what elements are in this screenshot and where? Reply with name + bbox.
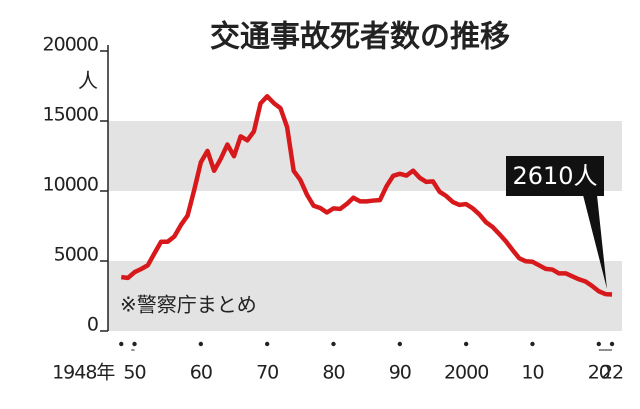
note: ※警察庁まとめ — [120, 293, 257, 317]
annotation-box — [506, 156, 604, 196]
x-tick — [331, 341, 336, 347]
data-line — [120, 94, 613, 297]
x-tick — [264, 341, 270, 347]
x-tick-label: 2000 — [444, 362, 488, 384]
x-tick — [132, 341, 137, 347]
x-tick-label: 10 — [521, 362, 543, 384]
y-tick-label: 0 — [87, 314, 98, 336]
x-tick — [119, 341, 124, 347]
y-tick-label: 15000 — [43, 104, 98, 126]
x-tick-label: 80 — [322, 362, 344, 384]
x-tick — [198, 341, 204, 347]
x-tick-label: 20 — [588, 362, 610, 384]
band — [108, 261, 622, 331]
x-tick — [596, 341, 601, 347]
annotation-pointer — [583, 195, 607, 289]
x-tick-label: 50 — [123, 362, 145, 384]
y-tick-label: 10000 — [43, 174, 98, 196]
x-tick — [397, 341, 403, 347]
y-tick-label: 5000 — [54, 244, 98, 266]
y-axis-label: 人 — [78, 69, 98, 93]
chart-title: 交通事故死者数の推移 — [210, 20, 510, 55]
y-tick-label: 20000 — [43, 34, 98, 56]
x-tick-label: 70 — [256, 362, 278, 384]
annotation: 2610人 — [512, 162, 597, 190]
x-tick-label: 60 — [190, 362, 212, 384]
x-tick-label: 90 — [389, 362, 411, 384]
x-tick-label: 1948年 — [52, 362, 115, 384]
x-tick — [609, 341, 615, 347]
x-tick-label: 22 — [601, 362, 623, 384]
x-tick — [530, 341, 535, 347]
x-tick — [463, 341, 469, 347]
